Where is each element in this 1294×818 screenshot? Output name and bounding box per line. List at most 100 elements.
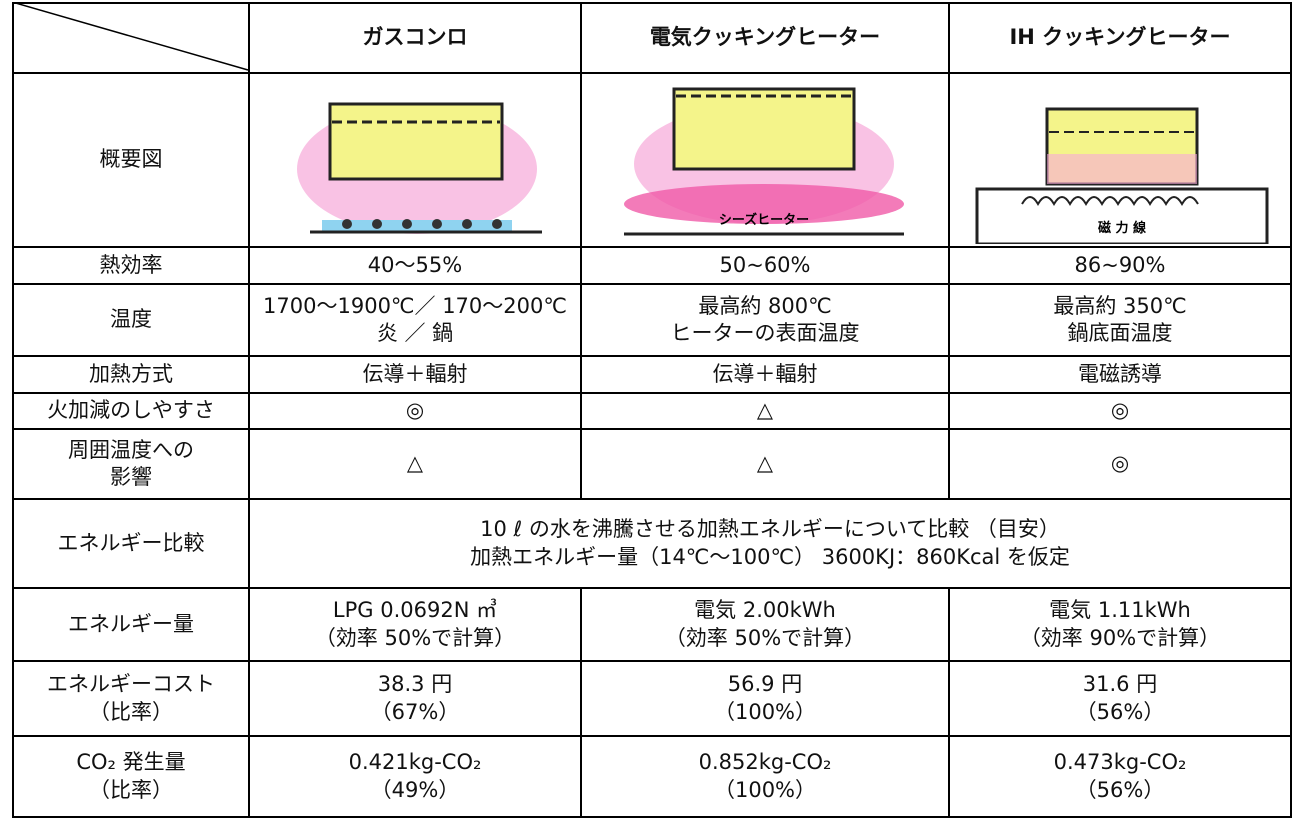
corner-diagonal (12, 2, 249, 71)
cell-text: ガスコンロ (362, 25, 468, 50)
diagram-label: シーズヒーター (719, 212, 809, 228)
data-cell: ◎ (950, 394, 1292, 430)
cell-text: △ (756, 451, 774, 476)
data-cell: 1700～1900℃／ 170～200℃ 炎 ／ 鍋 (250, 285, 582, 357)
cell-text: （効率 50%で計算） (664, 625, 866, 650)
cell-text: IH クッキングヒーター (1009, 25, 1231, 50)
data-cell: ◎ (250, 394, 582, 430)
data-cell: 0.852kg-CO₂ （100%） (582, 737, 950, 818)
data-cell: 50~60% (582, 248, 950, 285)
cell-text: 38.3 円 (377, 672, 453, 697)
header-cell: IH クッキングヒーター (950, 2, 1292, 74)
cell-text: エネルギー量 (68, 611, 194, 636)
cell-text: 熱効率 (99, 252, 163, 277)
diagram-cell (250, 74, 582, 248)
data-cell: ◎ (950, 430, 1292, 500)
corner-cell (12, 2, 250, 74)
data-cell: 電気 2.00kWh （効率 50%で計算） (582, 589, 950, 662)
cell-text: 最高約 350℃ (1053, 293, 1187, 318)
cell-text: 56.9 円 (727, 672, 803, 697)
row-label: エネルギー量 (12, 589, 250, 662)
cell-text: （比率） (89, 777, 173, 802)
data-cell: 最高約 800℃ ヒーターの表面温度 (582, 285, 950, 357)
cell-text: ヒーターの表面温度 (670, 321, 860, 345)
row-label: CO₂ 発生量 （比率） (12, 737, 250, 818)
cell-text: 伝導＋輻射 (362, 361, 468, 386)
cell-text: 1700～1900℃／ 170～200℃ (263, 293, 567, 318)
cell-text: （効率 90%で計算） (1019, 625, 1221, 650)
cell-text: 加熱エネルギー量（14℃～100℃） 3600KJ：860Kcal を仮定 (470, 544, 1070, 569)
cell-text: （効率 50%で計算） (314, 625, 516, 650)
data-cell: 86~90% (950, 248, 1292, 285)
row-label: 熱効率 (12, 248, 250, 285)
row-label: 概要図 (12, 74, 250, 248)
data-cell: LPG 0.0692N ㎥（効率 50%で計算） (250, 589, 582, 662)
cell-text: 周囲温度への (68, 437, 194, 462)
row-label: エネルギー比較 (12, 500, 250, 589)
cell-text: 火加減のしやすさ (47, 398, 215, 423)
cell-text: △ (406, 451, 424, 476)
cell-text: △ (756, 398, 774, 423)
data-cell: 最高約 350℃ 鍋底面温度 (950, 285, 1292, 357)
data-cell: △ (582, 394, 950, 430)
data-cell: 56.9 円（100%） (582, 662, 950, 737)
cell-text: 10 ℓ の水を沸騰させる加熱エネルギーについて比較 （目安） (480, 517, 1060, 542)
cell-text: CO₂ 発生量 (76, 750, 186, 775)
cell-text: 0.852kg-CO₂ (698, 750, 832, 775)
cell-text: （100%） (713, 777, 817, 802)
cell-text: LPG 0.0692N ㎥ (332, 598, 498, 623)
row-label: 周囲温度への 影響 (12, 430, 250, 500)
cell-text: （49%） (370, 777, 460, 802)
cell-text: （56%） (1075, 699, 1165, 724)
cell-text: 電気 1.11kWh (1049, 598, 1191, 623)
diagram-cell (950, 74, 1292, 248)
ih-diagram: 磁 力 線 (975, 107, 1269, 244)
cell-text: ◎ (405, 398, 425, 423)
data-cell: 38.3 円（67%） (250, 662, 582, 737)
cell-text: （67%） (370, 699, 460, 724)
cell-text: 電磁誘導 (1078, 361, 1162, 386)
data-cell: 0.473kg-CO₂ （56%） (950, 737, 1292, 818)
data-cell: 40～55% (250, 248, 582, 285)
diagram-label: 磁 力 線 (1098, 220, 1147, 236)
cell-text: （100%） (713, 699, 817, 724)
cell-text: エネルギー比較 (57, 530, 205, 555)
cell-text: エネルギーコスト (47, 672, 215, 697)
data-cell: 伝導＋輻射 (582, 357, 950, 394)
cell-text: ◎ (1110, 451, 1130, 476)
cell-text: 86~90% (1074, 252, 1166, 277)
cell-text: 0.473kg-CO₂ (1053, 750, 1187, 775)
row-label: 火加減のしやすさ (12, 394, 250, 430)
cell-text: 炎 ／ 鍋 (376, 321, 454, 345)
data-cell: 31.6 円（56%） (950, 662, 1292, 737)
cell-text: 鍋底面温度 (1067, 321, 1173, 345)
diagram-cell (582, 74, 950, 248)
cell-text: 電気 2.00kWh (694, 598, 836, 623)
row-label: エネルギーコスト （比率） (12, 662, 250, 737)
cell-text: 温度 (110, 307, 152, 332)
cell-text: （56%） (1075, 777, 1165, 802)
row-label: 温度 (12, 285, 250, 357)
cell-text: 加熱方式 (89, 361, 173, 386)
cell-text: 50~60% (719, 252, 811, 277)
data-cell: △ (582, 430, 950, 500)
data-cell: 電磁誘導 (950, 357, 1292, 394)
electric-diagram: シーズヒーター (624, 87, 904, 236)
cell-text: （比率） (89, 699, 173, 724)
cell-text: 影響 (110, 465, 152, 489)
cell-text: 伝導＋輻射 (712, 361, 818, 386)
header-cell: 電気クッキングヒーター (582, 2, 950, 74)
header-cell: ガスコンロ (250, 2, 582, 74)
cell-text: 31.6 円 (1082, 672, 1158, 697)
cell-text: 概要図 (99, 147, 163, 172)
data-cell: △ (250, 430, 582, 500)
data-cell: 0.421kg-CO₂ （49%） (250, 737, 582, 818)
cell-text: 40～55% (367, 252, 463, 277)
gas-diagram (297, 102, 542, 234)
data-cell: 伝導＋輻射 (250, 357, 582, 394)
cell-text: 電気クッキングヒーター (649, 25, 881, 50)
row-label: 加熱方式 (12, 357, 250, 394)
cell-text: ◎ (1110, 398, 1130, 423)
merged-cell: 10 ℓ の水を沸騰させる加熱エネルギーについて比較 （目安） 加熱エネルギー量（… (250, 500, 1292, 589)
